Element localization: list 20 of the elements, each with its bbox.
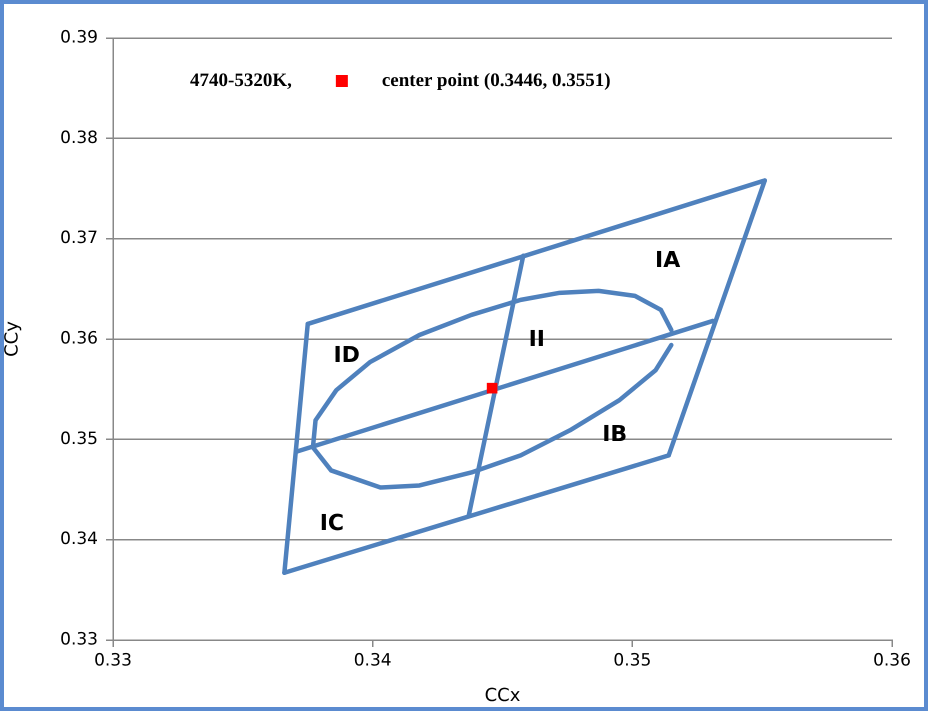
annotation: ID xyxy=(333,343,360,368)
y-tick-label: 0.38 xyxy=(60,128,98,148)
x-axis-title: CCx xyxy=(484,684,521,706)
y-tick-label: 0.36 xyxy=(60,328,98,348)
y-tick-label: 0.34 xyxy=(60,529,98,550)
y-axis-title: CCy xyxy=(1,320,22,357)
annotation: IC xyxy=(320,511,344,536)
y-tick-label: 0.37 xyxy=(60,228,98,248)
y-tick-label: 0.39 xyxy=(60,27,98,48)
x-tick-label: 0.35 xyxy=(613,650,652,671)
y-tick-label: 0.33 xyxy=(60,629,98,650)
y-tick-label: 0.35 xyxy=(60,428,98,449)
annotation: IB xyxy=(602,422,628,448)
x-tick-label: 0.34 xyxy=(354,650,392,671)
x-tick-label: 0.36 xyxy=(873,650,911,671)
annotation: II xyxy=(528,326,545,352)
legend-label: center point (0.3446, 0.3551) xyxy=(382,70,611,91)
legend-title: 4740-5320K, xyxy=(190,70,292,91)
annotation: IA xyxy=(655,248,680,274)
x-tick-label: 0.33 xyxy=(94,650,132,671)
